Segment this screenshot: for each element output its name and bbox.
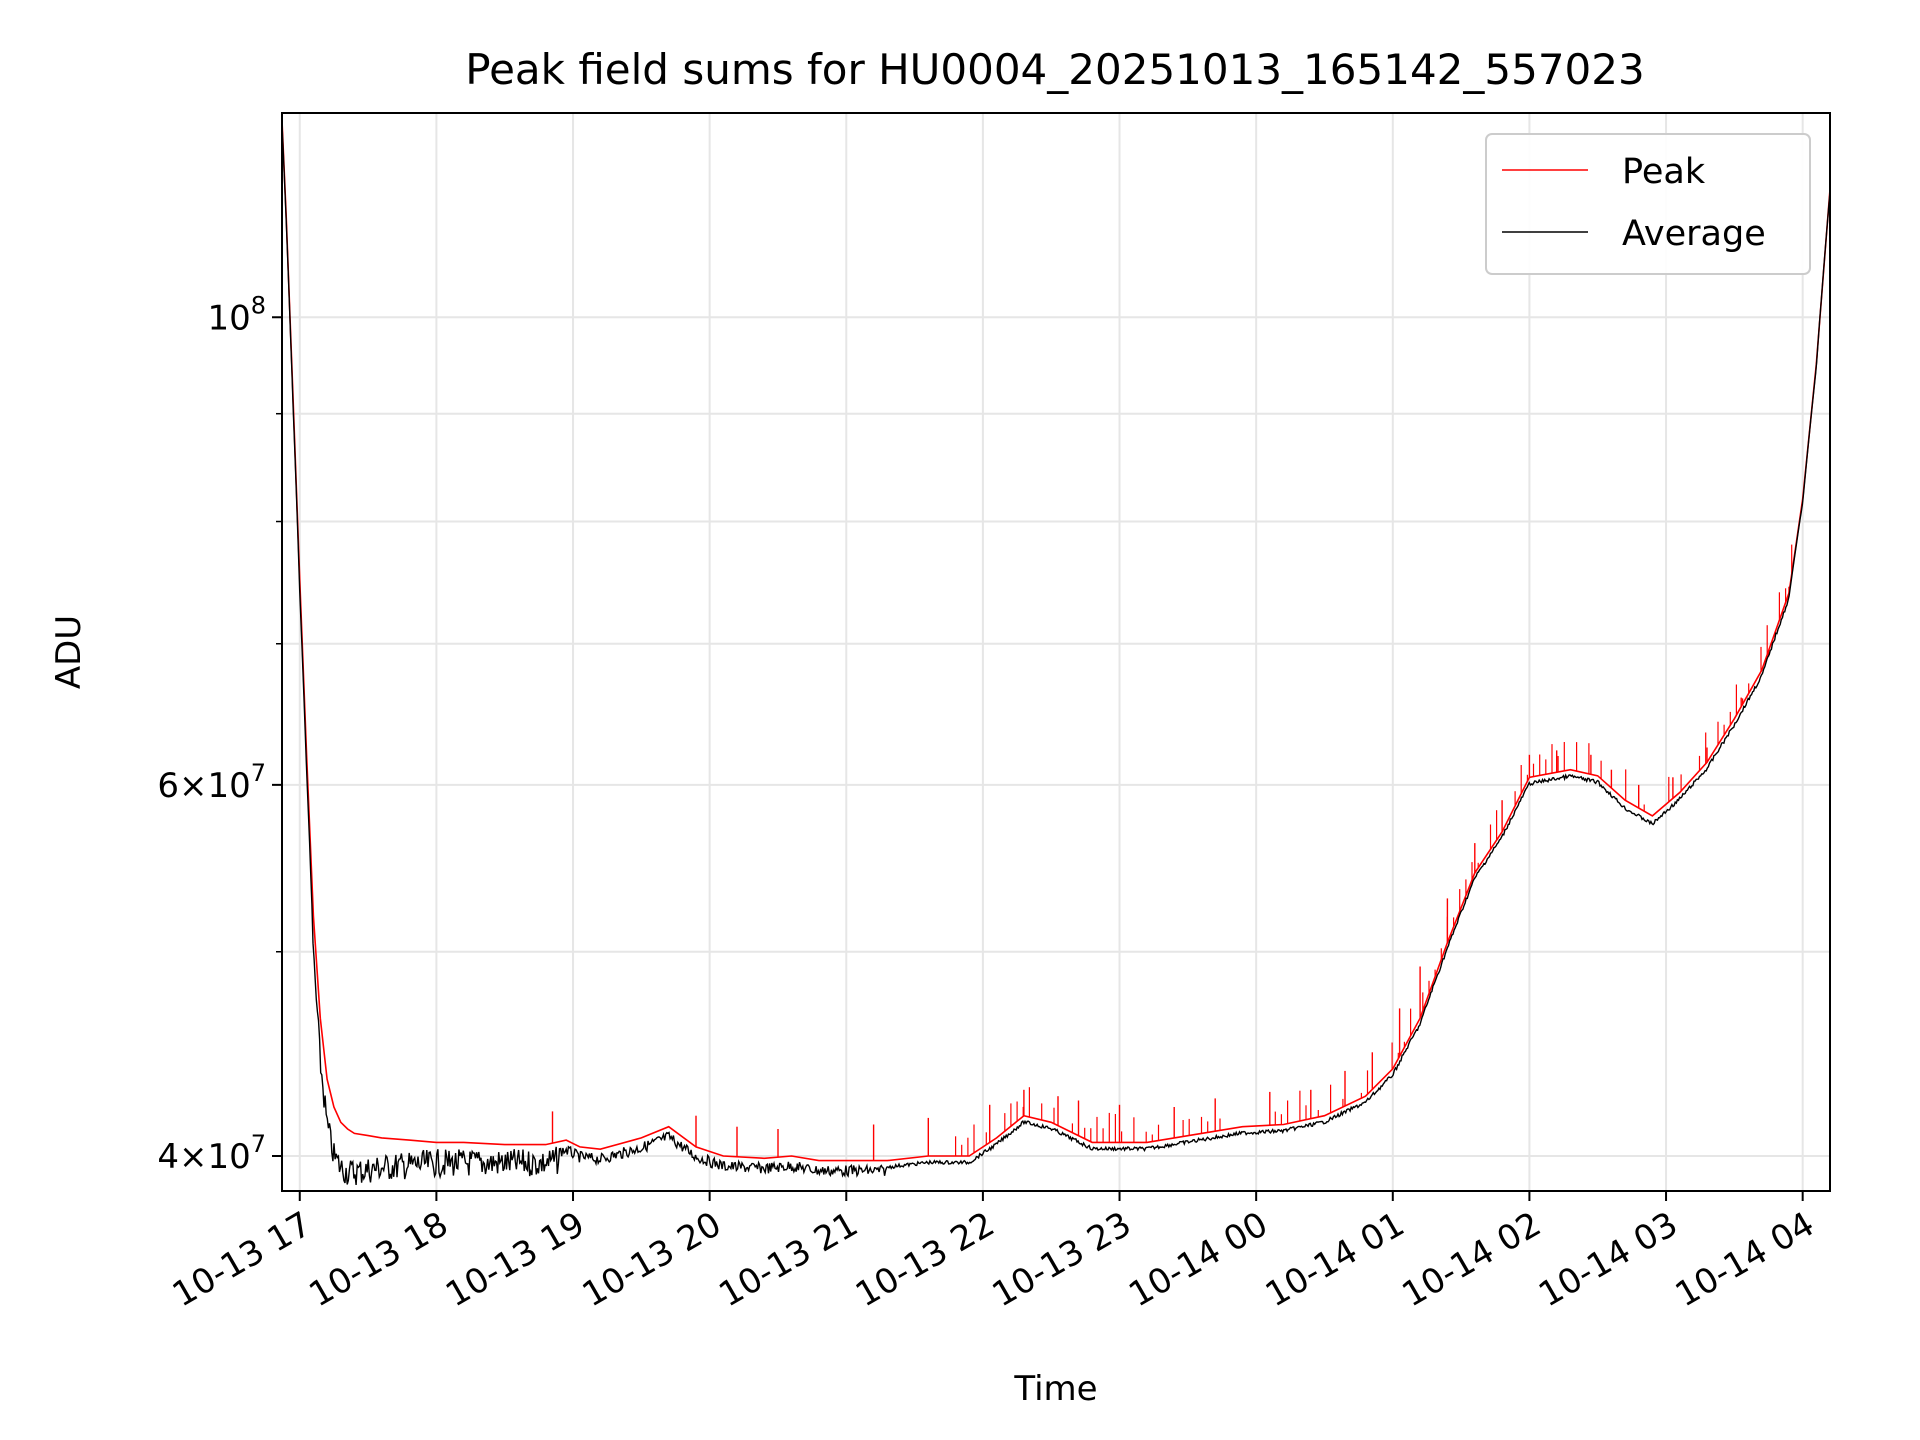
- legend-average-label: Average: [1622, 214, 1766, 254]
- x-tick-label: 10-13 21: [712, 1204, 864, 1315]
- legend-box: [1485, 133, 1811, 275]
- x-tick-label: 10-14 01: [1259, 1204, 1411, 1315]
- x-tick-label: 10-13 19: [439, 1204, 591, 1315]
- series-average-line: [282, 124, 1830, 1185]
- grid-lines: [282, 113, 1830, 1191]
- legend: Peak Average: [1485, 133, 1811, 275]
- y-tick-label: 6×107: [157, 759, 266, 806]
- x-tick-label: 10-13 17: [166, 1204, 318, 1315]
- x-tick-label: 10-13 23: [986, 1204, 1138, 1315]
- legend-peak-label: Peak: [1622, 152, 1706, 192]
- x-tick-label: 10-14 00: [1122, 1204, 1274, 1315]
- y-axis-label: ADU: [49, 615, 89, 689]
- x-tick-label: 10-14 03: [1532, 1204, 1684, 1315]
- y-tick-label: 4×107: [157, 1130, 266, 1177]
- x-axis-label: Time: [1013, 1369, 1097, 1409]
- y-axis: 4×107 6×107 108: [157, 291, 282, 1177]
- y-tick-label: 108: [207, 291, 266, 338]
- x-tick-label: 10-14 02: [1396, 1204, 1548, 1315]
- x-tick-label: 10-13 18: [302, 1204, 454, 1315]
- plot-area-frame: [281, 112, 1831, 1192]
- x-tick-label: 10-13 22: [849, 1204, 1001, 1315]
- x-tick-label: 10-14 04: [1669, 1204, 1821, 1315]
- series-peak-line: [282, 120, 1830, 1162]
- x-tick-label: 10-13 20: [576, 1204, 728, 1315]
- series-layer: [282, 120, 1830, 1185]
- chart-title: Peak field sums for HU0004_20251013_1651…: [465, 45, 1644, 94]
